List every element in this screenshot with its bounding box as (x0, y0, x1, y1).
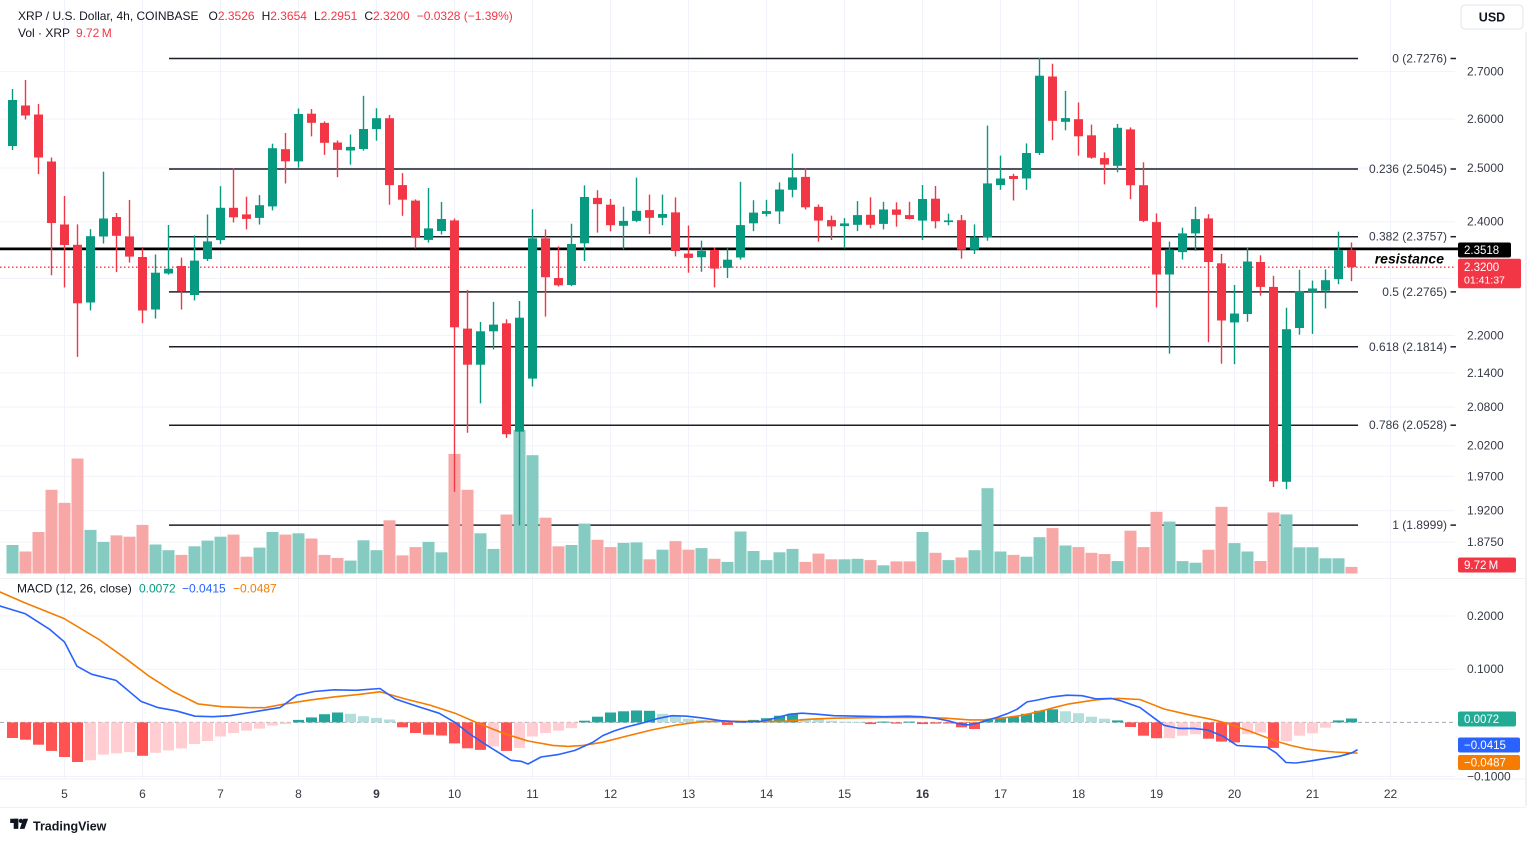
svg-text:0.5 (2.2765): 0.5 (2.2765) (1382, 285, 1447, 299)
svg-text:18: 18 (1072, 787, 1086, 801)
svg-text:12: 12 (604, 787, 618, 801)
svg-text:8: 8 (295, 787, 302, 801)
svg-text:14: 14 (760, 787, 774, 801)
svg-text:0.0072: 0.0072 (1464, 714, 1499, 726)
svg-text:22: 22 (1384, 787, 1398, 801)
svg-text:17: 17 (994, 787, 1008, 801)
svg-text:0.2000: 0.2000 (1467, 609, 1504, 623)
svg-text:2.6000: 2.6000 (1467, 112, 1504, 126)
svg-text:TradingView: TradingView (33, 820, 107, 834)
svg-text:9.72 M: 9.72 M (1464, 560, 1498, 572)
svg-text:0.618 (2.1814): 0.618 (2.1814) (1369, 340, 1447, 354)
svg-text:−0.0415: −0.0415 (182, 582, 226, 596)
svg-text:2.2000: 2.2000 (1467, 328, 1504, 342)
svg-text:0.382 (2.3757): 0.382 (2.3757) (1369, 230, 1447, 244)
svg-text:11: 11 (526, 787, 539, 801)
svg-text:2.0800: 2.0800 (1467, 400, 1504, 414)
svg-text:01:41:37: 01:41:37 (1464, 275, 1505, 287)
svg-text:USD: USD (1479, 11, 1505, 25)
svg-text:2.3518: 2.3518 (1464, 245, 1499, 257)
svg-text:13: 13 (682, 787, 696, 801)
svg-text:2.4000: 2.4000 (1467, 215, 1504, 229)
svg-text:1.8750: 1.8750 (1467, 535, 1504, 549)
svg-text:7: 7 (217, 787, 224, 801)
svg-text:2.7000: 2.7000 (1467, 65, 1504, 79)
svg-text:Vol · XRP: Vol · XRP (18, 26, 70, 40)
svg-text:0.786 (2.0528): 0.786 (2.0528) (1369, 418, 1447, 432)
svg-text:2.5000: 2.5000 (1467, 161, 1504, 175)
svg-text:0.236 (2.5045): 0.236 (2.5045) (1369, 162, 1447, 176)
svg-text:MACD (12, 26, close): MACD (12, 26, close) (17, 582, 132, 596)
svg-text:−0.1000: −0.1000 (1467, 770, 1511, 784)
svg-text:20: 20 (1228, 787, 1242, 801)
svg-text:1 (1.8999): 1 (1.8999) (1392, 518, 1447, 532)
svg-text:−0.0487: −0.0487 (1464, 758, 1506, 770)
svg-text:19: 19 (1150, 787, 1164, 801)
svg-text:2.0200: 2.0200 (1467, 439, 1504, 453)
svg-text:−0.0487: −0.0487 (233, 582, 277, 596)
svg-text:2.3200: 2.3200 (1464, 262, 1499, 274)
svg-text:10: 10 (448, 787, 462, 801)
svg-text:15: 15 (838, 787, 852, 801)
svg-text:5: 5 (61, 787, 68, 801)
svg-text:XRP / U.S. Dollar, 4h, COINBAS: XRP / U.S. Dollar, 4h, COINBASE O2.3526 H2… (18, 9, 513, 23)
svg-text:21: 21 (1306, 787, 1320, 801)
svg-text:9.72 M: 9.72 M (76, 26, 112, 40)
svg-text:2.1400: 2.1400 (1467, 366, 1504, 380)
svg-text:1.9700: 1.9700 (1467, 469, 1504, 483)
svg-text:6: 6 (139, 787, 146, 801)
svg-text:−0.0415: −0.0415 (1464, 740, 1506, 752)
svg-text:resistance: resistance (1375, 251, 1444, 267)
svg-text:0 (2.7276): 0 (2.7276) (1392, 52, 1447, 66)
svg-text:0.1000: 0.1000 (1467, 662, 1504, 676)
svg-text:1.9200: 1.9200 (1467, 504, 1504, 518)
svg-text:16: 16 (916, 787, 930, 801)
svg-text:0.0072: 0.0072 (139, 582, 176, 596)
svg-text:9: 9 (373, 787, 380, 801)
